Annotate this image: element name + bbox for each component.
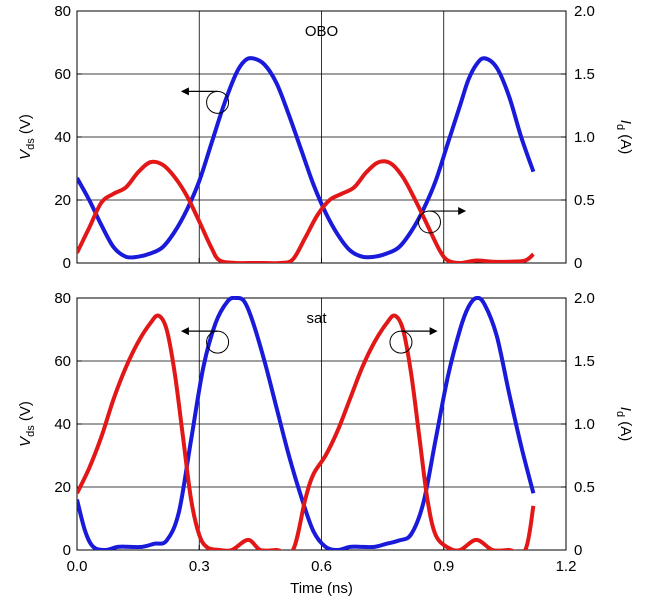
id-series-line: [77, 313, 536, 550]
x-tick-label: 1.2: [556, 558, 577, 575]
arrowhead-icon: [429, 327, 438, 336]
arrowhead-icon: [180, 327, 189, 336]
chart-panel-1: 0 20 40 60 80 0 0.5 1.0 1.5 2.0 Vds (V) Id (A) OBO: [17, 3, 634, 272]
y-right-axis-subscript: d: [614, 124, 626, 130]
y-right-axis-title: Id (A): [614, 120, 634, 154]
y-right-tick-label: 0.5: [574, 192, 595, 209]
y-left-axis-unit: (V): [17, 114, 34, 138]
y-right-tick-label: 1.0: [574, 416, 595, 433]
y-left-tick-label: 0: [63, 255, 71, 272]
y-left-tick-label: 20: [54, 192, 71, 209]
x-tick-label: 0.0: [67, 558, 88, 575]
y-left-tick-label: 60: [54, 66, 71, 83]
y-right-tick-label: 2.0: [574, 290, 595, 307]
y-left-tick-label: 40: [54, 416, 71, 433]
y-right-tick-label: 1.0: [574, 129, 595, 146]
vds-series-line: [77, 296, 536, 550]
y-right-axis-unit: (A): [617, 130, 634, 154]
arrowhead-icon: [458, 207, 467, 216]
y-left-tick-label: 20: [54, 479, 71, 496]
x-tick-label: 0.9: [433, 558, 454, 575]
y-right-tick-label: 0.5: [574, 479, 595, 496]
id-series-line: [77, 159, 535, 263]
x-axis-title: Time (ns): [290, 580, 353, 597]
arrowhead-icon: [180, 87, 189, 96]
panel-annotation: OBO: [305, 23, 338, 40]
y-left-tick-label: 40: [54, 129, 71, 146]
y-right-axis-symbol: I: [617, 120, 634, 124]
y-right-tick-label: 0: [574, 542, 582, 559]
y-left-axis-symbol: V: [17, 148, 34, 160]
y-right-tick-label: 1.5: [574, 353, 595, 370]
axis-indicator-circle: [389, 330, 413, 354]
y-left-tick-label: 0: [63, 542, 71, 559]
vds-series-line: [77, 56, 536, 260]
x-tick-label: 0.6: [311, 558, 332, 575]
x-tick-label: 0.3: [189, 558, 210, 575]
y-left-tick-label: 80: [54, 3, 71, 20]
panel-annotation: sat: [306, 310, 327, 327]
y-left-tick-label: 60: [54, 353, 71, 370]
y-left-tick-label: 80: [54, 290, 71, 307]
y-right-axis-symbol: I: [617, 407, 634, 411]
y-right-axis-subscript: d: [614, 411, 626, 417]
y-left-axis-subscript: ds: [25, 425, 37, 437]
y-left-axis-symbol: V: [17, 435, 34, 447]
y-right-axis-title: Id (A): [614, 407, 634, 441]
y-right-tick-label: 2.0: [574, 3, 595, 20]
y-right-axis-unit: (A): [617, 417, 634, 441]
y-left-axis-title: Vds (V): [17, 114, 37, 160]
y-right-tick-label: 1.5: [574, 66, 595, 83]
y-left-axis-title: Vds (V): [17, 401, 37, 447]
y-left-axis-subscript: ds: [25, 138, 37, 150]
chart-panel-2: 0.0 0.3 0.6 0.9 1.202040608000.51.01.52.0Vds…: [17, 290, 634, 597]
y-right-tick-label: 0: [574, 255, 582, 272]
y-left-axis-unit: (V): [17, 401, 34, 425]
